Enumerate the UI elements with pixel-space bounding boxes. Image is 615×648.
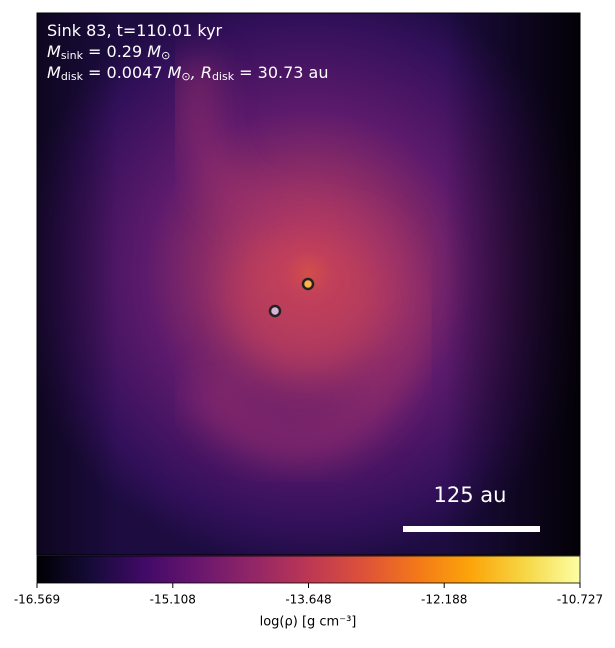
tick-label: -10.727 xyxy=(557,593,603,607)
info-part: = 0.29 xyxy=(83,42,147,61)
colorbar-label: log(ρ) [g cm⁻³] xyxy=(260,615,357,630)
tick-label: -13.648 xyxy=(285,593,331,607)
info-part: M xyxy=(47,63,61,82)
info-part: Sink 83, t=110.01 kyr xyxy=(47,21,223,40)
info-text: Sink 83, t=110.01 kyr Msink​ = 0.29 M⊙​Md… xyxy=(47,21,329,84)
colorbar xyxy=(36,555,581,584)
info-sub: disk xyxy=(212,70,235,83)
info-sub: ⊙ xyxy=(181,70,190,83)
info-sub: disk xyxy=(61,70,84,83)
sink xyxy=(268,304,282,318)
tick-label: -16.569 xyxy=(14,593,60,607)
tick-label: -15.108 xyxy=(150,593,196,607)
frame xyxy=(36,12,581,556)
info-line: Sink 83, t=110.01 kyr xyxy=(47,21,223,40)
sink xyxy=(301,277,315,291)
tick-label: -12.188 xyxy=(421,593,467,607)
info-sub: sink xyxy=(61,49,84,62)
info-line: Msink​ = 0.29 M⊙​ xyxy=(47,42,170,63)
info-line: Mdisk​ = 0.0047 M⊙​, Rdisk​ = 30.73 au xyxy=(47,63,329,84)
info-part: M xyxy=(47,42,61,61)
info-sub: ⊙ xyxy=(161,49,170,62)
info-part: , R xyxy=(191,63,212,82)
info-part: = 30.73 au xyxy=(234,63,328,82)
info-part: M xyxy=(147,42,161,61)
info-part: M xyxy=(168,63,182,82)
scale-label: 125 au xyxy=(434,483,507,507)
info-part: = 0.0047 xyxy=(83,63,168,82)
